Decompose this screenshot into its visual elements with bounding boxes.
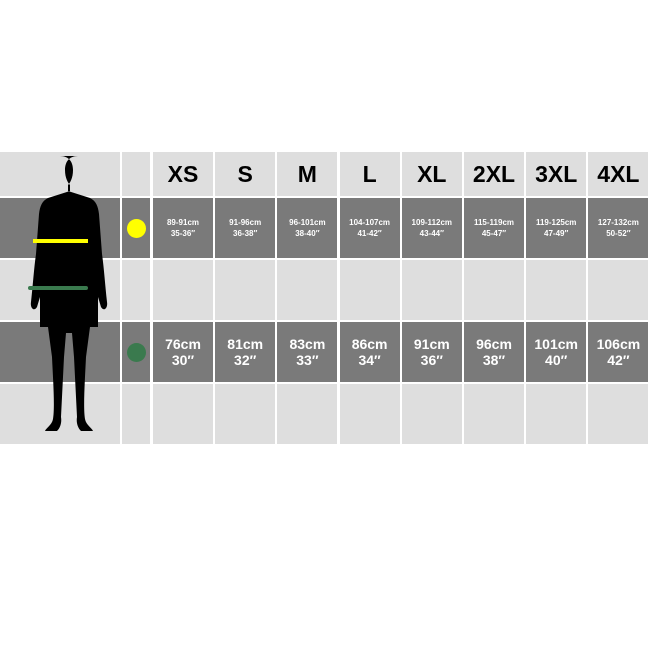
size-label: 3XL [535,160,578,187]
marker-cell [122,152,150,196]
size-label: L [362,160,377,187]
size-cell: 83cm 33″ [277,322,338,382]
chest-in: 50-52″ [606,229,631,238]
chest-in: 41-42″ [357,229,382,238]
chest-cm: 89-91cm [166,218,200,227]
size-cell: 91-96cm 36-38″ [215,198,276,258]
size-cell: 91cm 36″ [401,322,462,382]
chest-in: 35-36″ [170,229,196,238]
chest-line [33,239,88,243]
size-cell [277,260,338,320]
waist-cm: 86cm [351,336,388,352]
marker-cell [122,198,150,258]
size-cell: 119-125cm 47-49″ [526,198,587,258]
chest-in: 36-38″ [233,229,258,238]
waist-cm: 83cm [289,336,326,352]
waist-cm: 101cm [534,336,578,352]
size-cell [339,384,400,444]
size-cell [526,384,587,444]
size-cell: S [215,152,276,196]
size-label: M [297,160,317,187]
chest-cm: 96-101cm [289,218,326,227]
size-cell: 4XL [588,152,649,196]
waist-in: 40″ [545,352,568,368]
chest-in: 38-40″ [295,229,320,238]
size-label: XS [167,160,199,187]
waist-marker-icon [126,342,146,362]
size-cell: 109-112cm 43-44″ [401,198,462,258]
waist-cm: 106cm [596,336,641,352]
size-cell [464,260,524,320]
waist-in: 30″ [171,352,195,368]
size-cell: 127-132cm 50-52″ [588,198,649,258]
size-cell: M [277,152,338,196]
waist-in: 42″ [607,352,630,368]
size-cell: 106cm 42″ [588,322,649,382]
size-cell: 2XL [464,152,524,196]
chest-cm: 104-107cm [349,218,391,227]
size-cell [401,260,462,320]
chest-cm: 115-119cm [473,218,515,227]
size-cell: 115-119cm 45-47″ [464,198,524,258]
size-cell [339,260,400,320]
waist-in: 36″ [420,352,443,368]
waist-in: 34″ [358,352,381,368]
size-cell: XS [153,152,213,196]
size-cell: XL [401,152,462,196]
size-cell [401,384,462,444]
waist-in: 32″ [234,352,257,368]
size-cell [153,384,213,444]
size-cell: 86cm 34″ [339,322,400,382]
marker-cell [122,260,150,320]
size-cell: 89-91cm 35-36″ [153,198,213,258]
size-cell: 101cm 40″ [526,322,587,382]
size-cell [153,260,213,320]
waist-in: 38″ [482,352,506,368]
size-cell: 3XL [526,152,587,196]
size-label: 2XL [472,160,516,187]
size-cell: L [339,152,400,196]
waist-cm: 96cm [476,336,512,352]
size-label: 4XL [597,160,640,187]
waist-in: 33″ [296,352,319,368]
chest-in: 43-44″ [419,229,444,238]
chest-cm: 91-96cm [229,218,262,227]
waist-line [28,286,88,290]
size-cell [215,260,276,320]
size-cell [588,384,649,444]
marker-cell [122,384,150,444]
marker-cell [122,322,150,382]
size-cell: 76cm 30″ [153,322,213,382]
chest-cm: 109-112cm [411,218,453,227]
size-label: XL [417,160,447,187]
chest-in: 45-47″ [481,229,507,238]
size-cell [526,260,587,320]
size-cell: 96-101cm 38-40″ [277,198,338,258]
waist-cm: 76cm [165,336,201,352]
chest-marker-icon [126,218,146,238]
body-silhouette-icon [28,156,108,431]
chest-cm: 127-132cm [597,218,639,227]
size-cell [464,384,524,444]
size-cell [215,384,276,444]
waist-cm: 81cm [227,336,264,352]
size-cell: 96cm 38″ [464,322,524,382]
size-cell: 104-107cm 41-42″ [339,198,400,258]
size-cell [277,384,338,444]
size-cell: 81cm 32″ [215,322,276,382]
chest-in: 47-49″ [544,229,569,238]
waist-cm: 91cm [413,336,450,352]
size-cell [588,260,649,320]
chest-cm: 119-125cm [535,218,577,227]
size-label: S [237,160,253,187]
figure-band [0,152,120,196]
